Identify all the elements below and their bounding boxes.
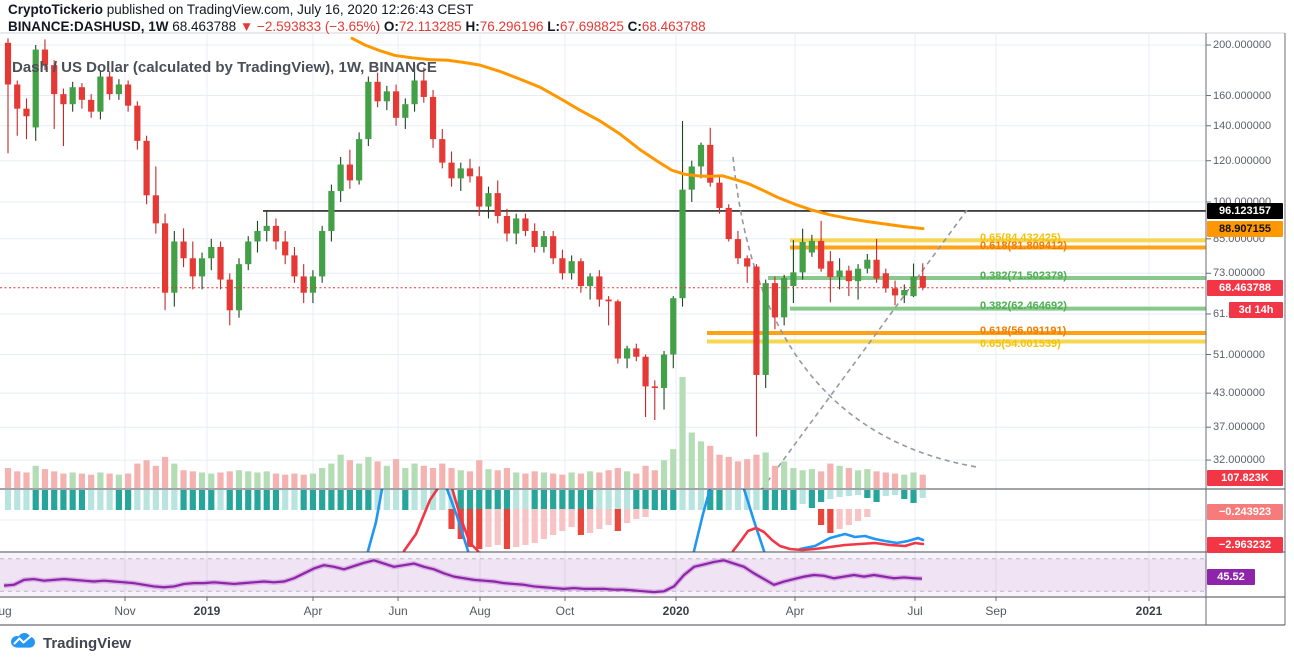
last-price: 68.463788 — [172, 19, 237, 34]
chart-title: Dash / US Dollar (calculated by TradingV… — [12, 59, 437, 76]
ohlc-value: 72.113285 — [398, 19, 462, 34]
publish-line: CryptoTickerio published on TradingView.… — [8, 2, 474, 17]
ohlc-key: L: — [543, 19, 561, 34]
main-pane[interactable] — [0, 36, 1206, 489]
publisher-name: CryptoTickerio — [8, 2, 104, 17]
symbol-line: BINANCE:DASHUSD, 1W 68.463788 ▼ −2.59383… — [8, 19, 706, 34]
ohlc-key: O: — [383, 19, 399, 34]
ohlc-value: 67.698825 — [560, 19, 624, 34]
volume-bars — [4, 377, 926, 488]
rsi-pane[interactable] — [0, 553, 1206, 596]
tradingview-link[interactable]: TradingView — [10, 633, 131, 653]
ohlc-value: 68.463788 — [641, 19, 706, 34]
ohlc-value: 76.296196 — [479, 19, 544, 34]
symbol-name: BINANCE:DASHUSD, 1W — [8, 19, 169, 34]
ma-line — [350, 36, 925, 231]
tradingview-logo-icon — [11, 633, 35, 648]
brand-name: TradingView — [43, 634, 132, 652]
trendlines[interactable] — [732, 156, 978, 489]
ohlc-strip: O:72.113285 H:76.296196 L:67.698825 C:68… — [384, 19, 706, 34]
publish-info: published on TradingView.com, July 16, 2… — [103, 2, 474, 17]
ohlc-key: C: — [623, 19, 642, 34]
grid — [0, 34, 1206, 597]
footer: TradingView — [0, 626, 1294, 665]
price-change: ▼ −2.593833 (−3.65%) — [239, 19, 381, 34]
indicator-pane[interactable] — [4, 488, 926, 552]
rsi-line — [3, 559, 923, 594]
candles-layer — [4, 38, 926, 437]
fib-retracement-lines[interactable] — [707, 238, 1206, 344]
ohlc-key: H: — [461, 19, 480, 34]
pane-borders — [0, 32, 1286, 626]
